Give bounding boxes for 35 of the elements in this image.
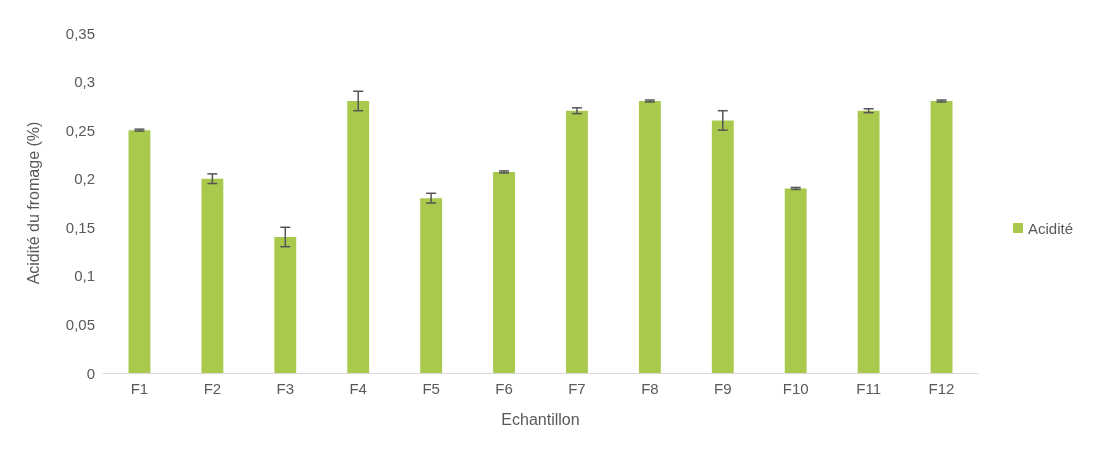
bar [784, 188, 807, 373]
bar [347, 101, 370, 373]
bar [493, 171, 515, 373]
y-tick-label: 0,05 [65, 315, 95, 333]
x-tick-label: F2 [203, 380, 222, 397]
bar [566, 110, 588, 373]
y-tick-label: 0,25 [65, 121, 95, 139]
y-tick-label: 0,2 [74, 170, 95, 188]
x-axis-title: Echantillon [501, 410, 580, 428]
bar [638, 101, 661, 373]
bar [274, 237, 297, 373]
x-tick-label: F1 [130, 380, 149, 397]
x-tick-label: F12 [928, 380, 955, 397]
bar [201, 178, 224, 373]
bar [420, 198, 443, 373]
x-tick-label: F3 [276, 380, 295, 397]
y-axis-title: Acidité du fromage (%) [24, 121, 42, 285]
y-tick-label: 0,35 [65, 24, 95, 42]
x-tick-label: F4 [349, 380, 367, 397]
bar [857, 110, 880, 373]
legend-label: Acidité [1027, 219, 1074, 237]
y-tick-label: 0,3 [74, 73, 95, 91]
y-tick-label: 0 [86, 364, 95, 382]
x-tick-label: F7 [568, 380, 586, 397]
x-tick-label: F11 [856, 380, 881, 397]
y-tick-label: 0,1 [74, 267, 95, 285]
x-tick-label: F10 [782, 380, 809, 397]
bar [128, 130, 151, 373]
y-tick-label: 0,15 [65, 218, 95, 236]
bar [930, 101, 953, 373]
x-tick-label: F8 [641, 380, 659, 397]
bar [711, 120, 734, 373]
x-tick-label: F6 [495, 380, 513, 397]
x-tick-label: F9 [714, 380, 732, 397]
x-tick-label: F5 [422, 380, 440, 397]
